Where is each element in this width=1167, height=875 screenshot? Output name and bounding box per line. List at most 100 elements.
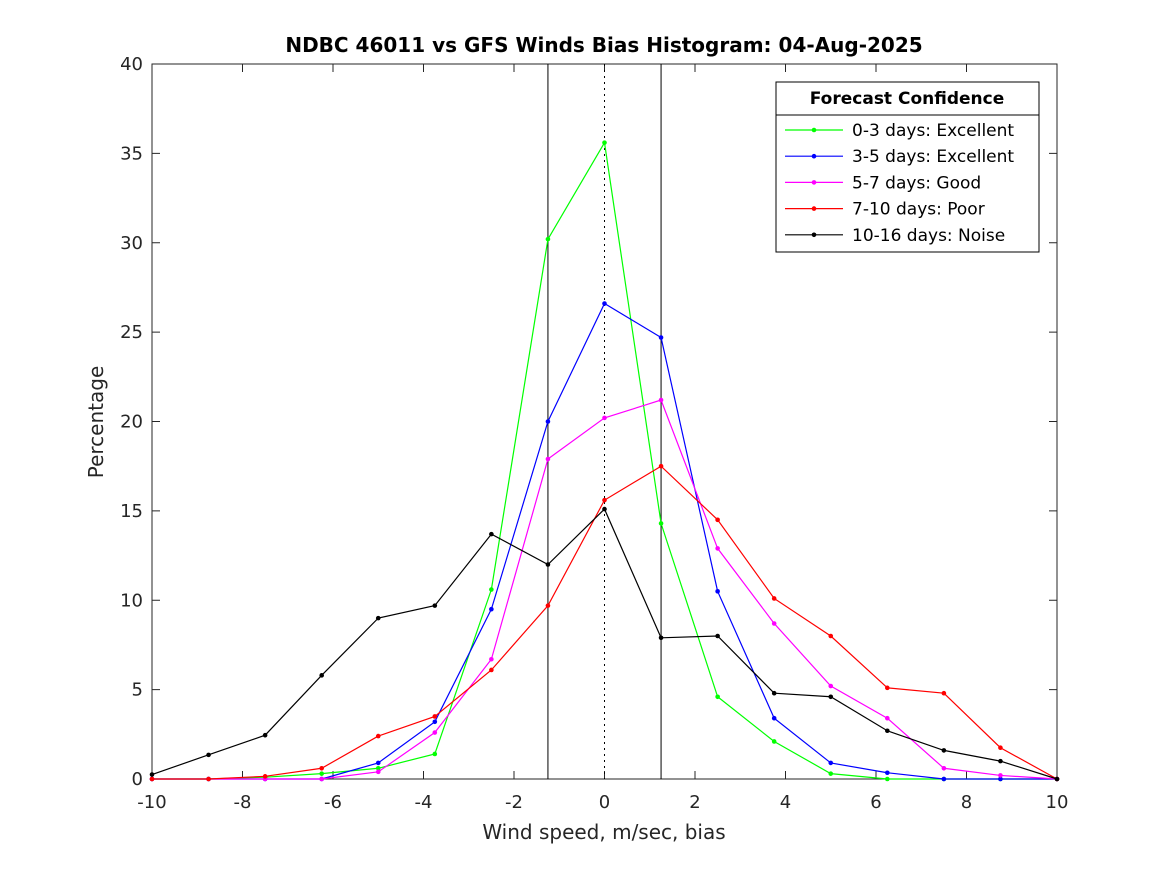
x-tick-label: 2 (689, 792, 700, 813)
data-point-series-2 (715, 589, 720, 594)
data-point-series-5 (1054, 776, 1060, 782)
legend-entries: 0-3 days: Excellent 3-5 days: Excellent 5-… (785, 121, 1014, 246)
legend-swatch-marker (811, 153, 817, 159)
data-point-series-2 (602, 301, 607, 306)
legend-swatch-marker (811, 206, 817, 211)
data-point-series-3 (602, 415, 607, 421)
data-point-series-4 (489, 667, 494, 673)
data-point-series-5 (149, 772, 155, 777)
data-point-series-3 (998, 773, 1003, 778)
data-point-series-3 (658, 397, 664, 403)
data-point-series-4 (715, 517, 720, 523)
data-point-series-1 (885, 776, 890, 782)
data-point-series-2 (771, 715, 777, 721)
data-point-series-4 (375, 733, 381, 739)
data-point-series-5 (828, 694, 834, 700)
data-point-series-5 (432, 603, 438, 608)
data-point-series-3 (828, 683, 834, 689)
data-point-series-4 (658, 463, 664, 469)
data-point-series-5 (206, 752, 211, 758)
legend-entry-label: 3-5 days: Excellent (852, 147, 1014, 167)
y-tick-label: 10 (120, 590, 143, 611)
data-point-series-1 (489, 587, 494, 592)
data-point-series-5 (489, 531, 494, 537)
legend: Forecast Confidence 0-3 days: Excellent 3… (775, 81, 1040, 253)
x-tick-label: 6 (870, 792, 881, 813)
legend-box (775, 81, 1040, 253)
data-point-series-1 (375, 765, 381, 771)
y-tick-label: 5 (132, 680, 143, 701)
y-axis-label: Percentage (84, 366, 108, 479)
legend-swatch-marker (811, 180, 817, 185)
data-point-series-5 (545, 562, 551, 567)
data-point-series-5 (602, 506, 607, 512)
legend-title: Forecast Confidence (810, 89, 1005, 109)
data-point-series-4 (602, 497, 607, 503)
y-tick-label: 15 (120, 501, 143, 522)
data-point-series-4 (149, 776, 155, 782)
data-point-series-3 (941, 765, 947, 771)
x-tick-label: -2 (505, 792, 523, 813)
legend-swatch-marker (811, 232, 817, 238)
data-point-series-1 (432, 751, 438, 757)
data-point-series-4 (319, 765, 324, 771)
chart-title: NDBC 46011 vs GFS Winds Bias Histogram: … (285, 33, 922, 57)
data-point-series-4 (206, 776, 211, 782)
data-point-series-4 (262, 774, 268, 779)
data-point-series-3 (885, 715, 890, 721)
x-tick-label: -4 (415, 792, 433, 813)
y-tick-label: 40 (120, 54, 143, 75)
data-point-series-5 (262, 732, 268, 738)
legend-entry-label: 10-16 days: Noise (852, 226, 1005, 246)
data-point-series-5 (885, 728, 890, 734)
legend-swatch-marker (811, 127, 817, 133)
data-point-series-5 (941, 748, 947, 753)
data-point-series-4 (885, 685, 890, 691)
data-point-series-5 (319, 673, 324, 678)
x-tick-label: -10 (137, 792, 166, 813)
data-point-series-3 (715, 546, 720, 551)
x-tick-label: 4 (780, 792, 791, 813)
data-point-series-1 (602, 140, 607, 145)
data-point-series-2 (432, 719, 438, 725)
plot-area: -10 -8 -6 -4 -2 0 2 4 6 8 10 0 5 10 15 20 25 30 35 40 (120, 54, 1068, 813)
y-tick-label: 25 (120, 322, 143, 343)
data-point-series-1 (771, 739, 777, 744)
x-tick-label: 10 (1046, 792, 1069, 813)
data-point-series-4 (545, 603, 551, 608)
x-tick-label: -8 (234, 792, 252, 813)
data-point-series-2 (998, 776, 1003, 782)
data-point-series-4 (941, 690, 947, 696)
data-point-series-5 (998, 758, 1003, 764)
data-point-series-5 (771, 690, 777, 696)
x-tick-label: -6 (324, 792, 342, 813)
x-tick-label: 8 (961, 792, 972, 813)
data-point-series-2 (658, 335, 664, 340)
data-point-series-1 (658, 521, 664, 526)
y-tick-label: 20 (120, 412, 143, 433)
data-point-series-2 (545, 419, 551, 424)
data-point-series-3 (375, 769, 381, 775)
data-point-series-5 (658, 635, 664, 641)
data-point-series-4 (998, 745, 1003, 751)
data-point-series-3 (319, 776, 324, 782)
data-point-series-4 (771, 596, 777, 601)
data-point-series-3 (432, 730, 438, 735)
x-tick-label: 0 (599, 792, 610, 813)
data-point-series-1 (715, 694, 720, 700)
legend-entry-label: 5-7 days: Good (852, 173, 981, 193)
data-point-series-3 (489, 656, 494, 662)
data-point-series-2 (885, 770, 890, 776)
data-point-series-2 (941, 776, 947, 782)
y-tick-label: 35 (120, 143, 143, 164)
data-point-series-3 (545, 456, 551, 462)
data-point-series-5 (375, 615, 381, 621)
data-point-series-2 (489, 606, 494, 612)
data-point-series-3 (771, 621, 777, 626)
data-point-series-4 (432, 714, 438, 719)
data-point-series-1 (319, 771, 324, 776)
legend-entry-label: 0-3 days: Excellent (852, 121, 1014, 141)
data-point-series-2 (375, 760, 381, 766)
data-point-series-1 (828, 771, 834, 776)
